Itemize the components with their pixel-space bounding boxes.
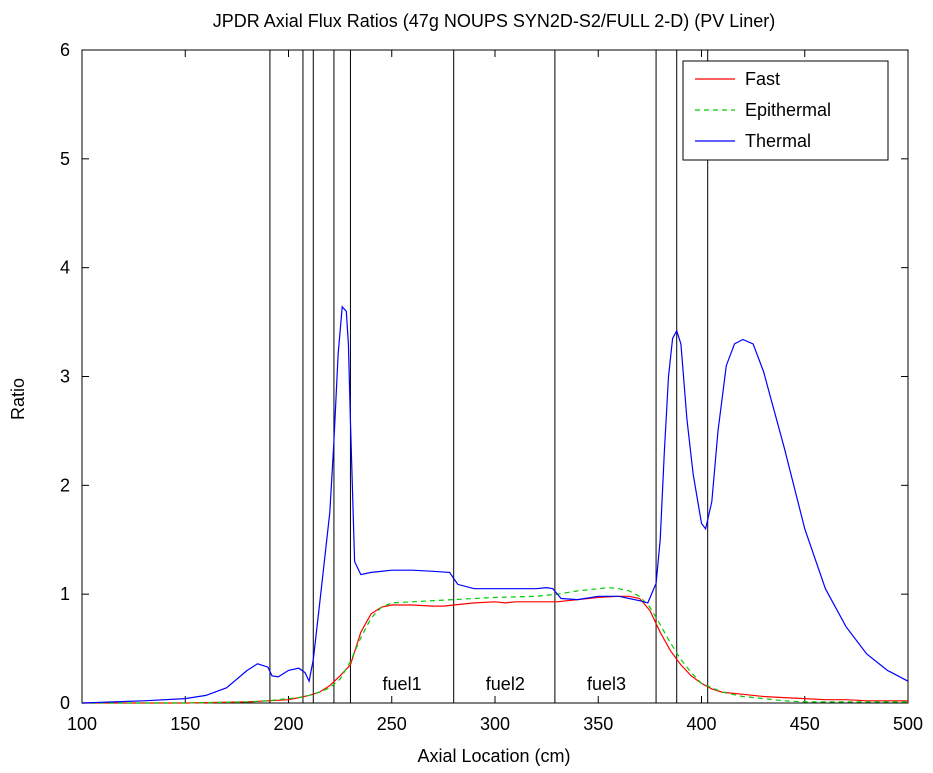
fuel-zone-label: fuel1	[383, 674, 422, 694]
y-tick-label: 2	[60, 475, 70, 495]
x-tick-label: 500	[893, 714, 923, 734]
y-tick-label: 1	[60, 584, 70, 604]
legend: Fast Epithermal Thermal	[682, 60, 889, 161]
fuel-zone-label: fuel3	[587, 674, 626, 694]
x-tick-label: 450	[790, 714, 820, 734]
legend-label: Fast	[745, 69, 780, 89]
legend-label: Epithermal	[745, 100, 831, 120]
plot-area: 100 150 200 250 300 350 400 450 500 0 1 2 3 4 5 6 fuel1 f…	[60, 40, 923, 734]
x-tick-label: 350	[583, 714, 613, 734]
x-tick-label: 300	[480, 714, 510, 734]
series-line-fast	[82, 595, 908, 704]
y-axis-label: Ratio	[8, 378, 28, 420]
x-tick-label: 250	[377, 714, 407, 734]
y-tick-label: 3	[60, 367, 70, 387]
y-tick-label: 0	[60, 693, 70, 713]
x-axis-label: Axial Location (cm)	[417, 746, 570, 766]
x-tick-label: 150	[170, 714, 200, 734]
y-tick-label: 5	[60, 149, 70, 169]
x-tick-label: 200	[273, 714, 303, 734]
y-tick-label: 4	[60, 258, 70, 278]
x-tick-label: 100	[67, 714, 97, 734]
y-tick-label: 6	[60, 40, 70, 60]
legend-label: Thermal	[745, 131, 811, 151]
x-tick-label: 400	[686, 714, 716, 734]
chart-title: JPDR Axial Flux Ratios (47g NOUPS SYN2D-…	[213, 11, 776, 31]
series-line-thermal	[81, 305, 909, 704]
fuel-zone-label: fuel2	[486, 674, 525, 694]
